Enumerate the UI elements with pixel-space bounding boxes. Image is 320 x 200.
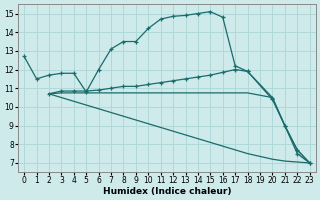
- X-axis label: Humidex (Indice chaleur): Humidex (Indice chaleur): [103, 187, 231, 196]
